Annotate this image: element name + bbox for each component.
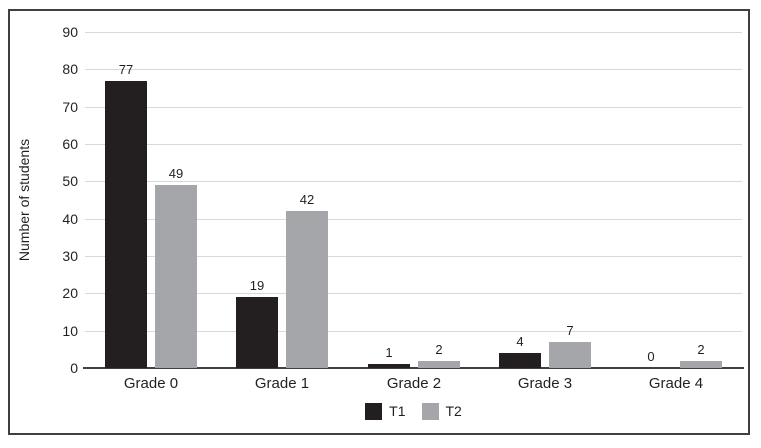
x-axis-label-grade-2: Grade 2 — [386, 375, 442, 392]
bar-value-label-t1-grade-4: 0 — [647, 349, 655, 364]
gridline-20 — [85, 293, 742, 294]
legend-label-t2: T2 — [445, 402, 462, 419]
y-tick-label-20: 20 — [62, 285, 78, 301]
x-axis-label-grade-0: Grade 0 — [123, 375, 179, 392]
bar-t1-grade-3 — [499, 353, 541, 368]
legend-swatch-t1 — [365, 402, 383, 420]
gridline-80 — [85, 69, 742, 70]
gridline-50 — [85, 181, 742, 182]
y-tick-label-10: 10 — [62, 323, 78, 339]
gridline-30 — [85, 256, 742, 257]
gridline-40 — [85, 219, 742, 220]
x-axis-label-grade-3: Grade 3 — [517, 375, 573, 392]
y-tick-label-80: 80 — [62, 61, 78, 77]
x-axis-line — [83, 367, 744, 369]
y-tick-label-90: 90 — [62, 24, 78, 40]
bar-t2-grade-1 — [286, 211, 328, 368]
bar-value-label-t2-grade-3: 7 — [566, 323, 574, 338]
bar-t2-grade-3 — [549, 342, 591, 368]
y-tick-label-30: 30 — [62, 248, 78, 264]
y-tick-label-50: 50 — [62, 173, 78, 189]
bar-t1-grade-2 — [368, 364, 410, 368]
bar-value-label-t1-grade-1: 19 — [249, 278, 265, 293]
legend-label-t1: T1 — [389, 402, 406, 419]
bar-t2-grade-4 — [680, 361, 722, 368]
bar-value-label-t1-grade-3: 4 — [516, 334, 524, 349]
bar-value-label-t2-grade-1: 42 — [299, 192, 315, 207]
bar-t1-grade-1 — [236, 297, 278, 368]
bar-value-label-t2-grade-2: 2 — [435, 342, 443, 357]
gridline-10 — [85, 331, 742, 332]
gridline-70 — [85, 107, 742, 108]
bar-value-label-t2-grade-4: 2 — [697, 342, 705, 357]
bar-value-label-t2-grade-0: 49 — [168, 166, 184, 181]
legend-item-t2: T2 — [421, 402, 462, 420]
x-axis-label-grade-4: Grade 4 — [648, 375, 704, 392]
bar-value-label-t1-grade-2: 1 — [385, 345, 393, 360]
bar-t2-grade-0 — [155, 185, 197, 368]
gridline-90 — [85, 32, 742, 33]
y-axis-title: Number of students — [16, 138, 32, 262]
legend-swatch-t2 — [421, 402, 439, 420]
gridline-60 — [85, 144, 742, 145]
y-tick-label-60: 60 — [62, 136, 78, 152]
bar-t1-grade-0 — [105, 81, 147, 368]
bar-t2-grade-2 — [418, 361, 460, 368]
legend-item-t1: T1 — [365, 402, 406, 420]
y-tick-label-0: 0 — [70, 360, 78, 376]
y-tick-label-40: 40 — [62, 211, 78, 227]
x-axis-label-grade-1: Grade 1 — [254, 375, 310, 392]
bar-value-label-t1-grade-0: 77 — [118, 62, 134, 77]
y-tick-label-70: 70 — [62, 99, 78, 115]
legend: T1 T2 — [85, 402, 742, 420]
